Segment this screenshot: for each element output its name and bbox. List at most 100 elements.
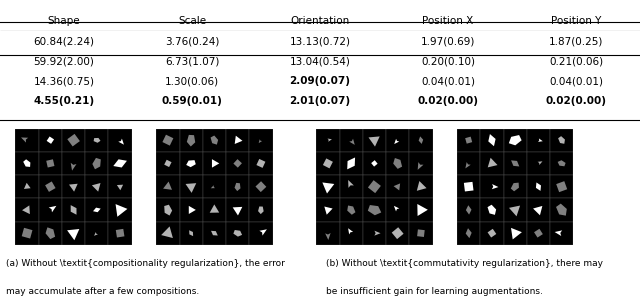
- Bar: [179, 152, 203, 175]
- Polygon shape: [259, 139, 262, 143]
- Bar: [226, 129, 250, 152]
- Bar: [38, 175, 62, 198]
- Text: may accumulate after a few compositions.: may accumulate after a few compositions.: [6, 287, 200, 296]
- Bar: [156, 175, 179, 198]
- Bar: [179, 129, 203, 152]
- Bar: [316, 152, 339, 175]
- Bar: [386, 152, 410, 175]
- Polygon shape: [21, 137, 28, 143]
- Bar: [550, 198, 573, 222]
- Bar: [316, 175, 339, 198]
- Bar: [386, 198, 410, 222]
- Bar: [85, 175, 109, 198]
- Polygon shape: [186, 183, 196, 193]
- Polygon shape: [368, 205, 381, 215]
- Polygon shape: [556, 181, 567, 192]
- Bar: [339, 152, 363, 175]
- Polygon shape: [394, 139, 399, 144]
- Polygon shape: [161, 226, 173, 238]
- Bar: [386, 129, 410, 152]
- Bar: [480, 152, 504, 175]
- Polygon shape: [348, 158, 355, 169]
- Bar: [15, 152, 38, 175]
- Bar: [363, 129, 386, 152]
- Bar: [156, 152, 179, 175]
- Bar: [226, 175, 250, 198]
- Bar: [15, 198, 38, 222]
- Bar: [250, 129, 273, 152]
- Bar: [38, 198, 62, 222]
- Polygon shape: [492, 184, 499, 189]
- Polygon shape: [69, 184, 77, 192]
- Bar: [15, 175, 38, 198]
- Polygon shape: [186, 160, 196, 167]
- Polygon shape: [394, 183, 400, 190]
- Bar: [386, 175, 410, 198]
- Bar: [339, 175, 363, 198]
- Bar: [339, 222, 363, 245]
- Polygon shape: [118, 139, 124, 145]
- Text: (a) Without \textit{compositionality regularization}, the error: (a) Without \textit{compositionality reg…: [6, 259, 285, 268]
- Polygon shape: [47, 136, 54, 144]
- Bar: [109, 222, 132, 245]
- Bar: [527, 152, 550, 175]
- Bar: [504, 152, 527, 175]
- Polygon shape: [211, 136, 218, 145]
- Bar: [250, 152, 273, 175]
- Polygon shape: [488, 205, 496, 215]
- Polygon shape: [258, 207, 264, 214]
- Polygon shape: [163, 135, 173, 146]
- Bar: [62, 175, 85, 198]
- Polygon shape: [235, 136, 243, 144]
- Polygon shape: [348, 228, 353, 234]
- Bar: [410, 152, 433, 175]
- Polygon shape: [466, 228, 472, 238]
- Polygon shape: [392, 227, 404, 239]
- Polygon shape: [189, 230, 193, 236]
- Polygon shape: [465, 136, 472, 144]
- Polygon shape: [94, 232, 98, 236]
- Polygon shape: [113, 159, 127, 167]
- Bar: [527, 175, 550, 198]
- Bar: [109, 152, 132, 175]
- Polygon shape: [92, 158, 101, 169]
- Bar: [316, 129, 339, 152]
- Bar: [109, 129, 132, 152]
- Bar: [550, 222, 573, 245]
- Polygon shape: [417, 230, 425, 237]
- Polygon shape: [45, 181, 56, 192]
- Polygon shape: [533, 206, 542, 215]
- Bar: [480, 129, 504, 152]
- Polygon shape: [509, 135, 522, 145]
- Bar: [410, 129, 433, 152]
- Bar: [363, 175, 386, 198]
- Polygon shape: [23, 159, 30, 167]
- Polygon shape: [394, 206, 399, 211]
- Polygon shape: [70, 205, 77, 215]
- Polygon shape: [418, 162, 424, 170]
- Bar: [363, 152, 386, 175]
- Bar: [410, 222, 433, 245]
- Polygon shape: [534, 229, 543, 237]
- Polygon shape: [466, 205, 472, 215]
- Polygon shape: [348, 206, 355, 215]
- Bar: [504, 129, 527, 152]
- Bar: [62, 222, 85, 245]
- Bar: [339, 129, 363, 152]
- Polygon shape: [511, 228, 522, 240]
- Polygon shape: [67, 134, 80, 147]
- Bar: [156, 129, 179, 152]
- Polygon shape: [511, 160, 519, 166]
- Bar: [316, 198, 339, 222]
- Polygon shape: [465, 162, 470, 168]
- Bar: [457, 175, 480, 198]
- Bar: [38, 222, 62, 245]
- Bar: [527, 198, 550, 222]
- Polygon shape: [257, 159, 266, 168]
- Polygon shape: [255, 181, 266, 192]
- Bar: [179, 175, 203, 198]
- Polygon shape: [93, 138, 100, 143]
- Polygon shape: [349, 139, 355, 145]
- Bar: [203, 175, 226, 198]
- Bar: [156, 198, 179, 222]
